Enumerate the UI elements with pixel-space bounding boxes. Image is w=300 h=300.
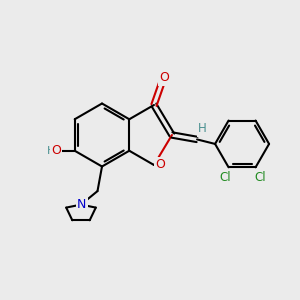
Text: O: O — [160, 71, 170, 84]
Text: Cl: Cl — [220, 171, 231, 184]
Text: O: O — [51, 144, 61, 157]
Text: Cl: Cl — [254, 171, 266, 184]
Text: N: N — [77, 197, 86, 211]
Text: H: H — [198, 122, 207, 135]
Text: O: O — [156, 158, 166, 171]
Text: H: H — [46, 146, 55, 156]
